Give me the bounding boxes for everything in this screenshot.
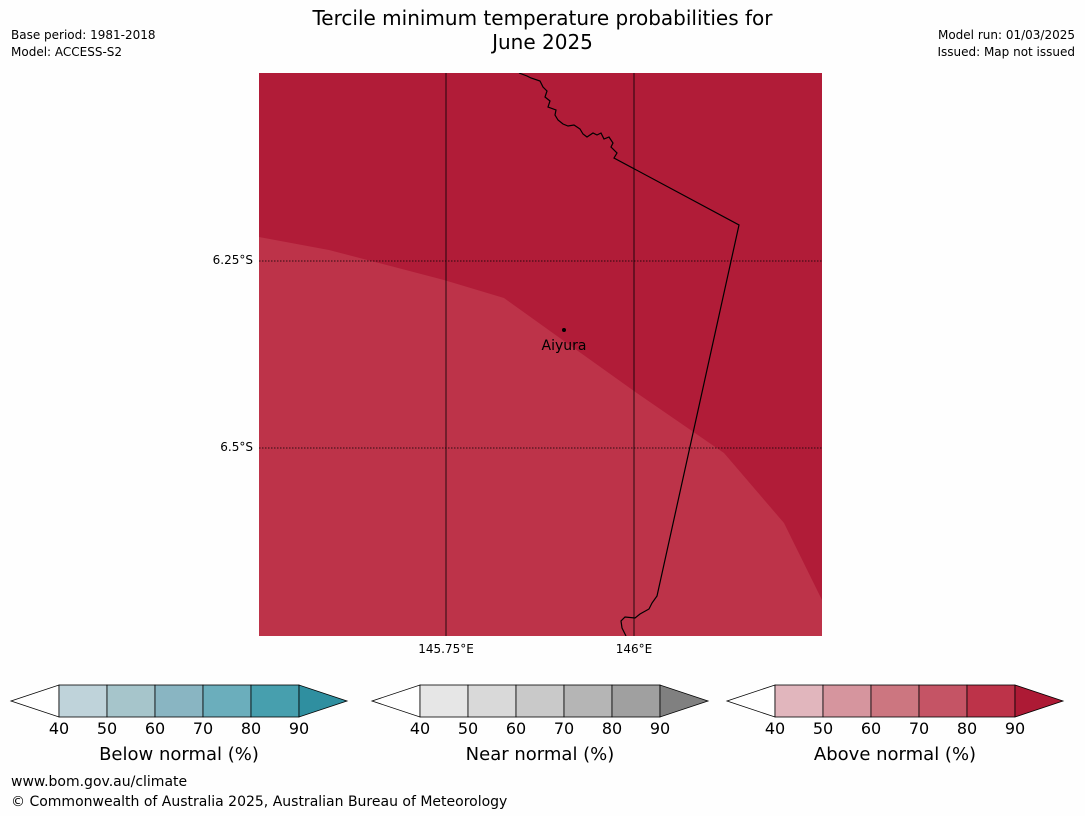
aiyura-label: Aiyura xyxy=(542,338,587,354)
map-title: Tercile minimum temperature probabilitie… xyxy=(0,6,1085,54)
colorbar-0-bin-2 xyxy=(154,684,204,718)
colorbar-0-bin-3 xyxy=(202,684,252,718)
lon-label-145-75: 145.75°E xyxy=(418,642,474,656)
colorbar-2-tick-50: 50 xyxy=(812,719,834,738)
colorbar-0-min-arrow xyxy=(9,684,60,718)
colorbar-2-bin-2 xyxy=(870,684,920,718)
probability-map: Aiyura xyxy=(259,73,822,636)
colorbar-1-min-arrow xyxy=(370,684,421,718)
colorbar-2-tick-40: 40 xyxy=(764,719,786,738)
colorbar-0-label: Below normal (%) xyxy=(99,744,259,765)
colorbar-2-tick-60: 60 xyxy=(860,719,882,738)
colorbar-1-bin-4 xyxy=(611,684,661,718)
colorbar-2-tick-90: 90 xyxy=(1004,719,1026,738)
colorbar-0-tick-50: 50 xyxy=(96,719,118,738)
zone-above-70-80 xyxy=(259,237,822,636)
colorbar-2-bin-3 xyxy=(918,684,968,718)
colorbar-1-bin-3 xyxy=(563,684,613,718)
colorbar-1 xyxy=(370,684,710,718)
issued-text: Issued: Map not issued xyxy=(937,45,1075,59)
colorbar-1-max-arrow xyxy=(659,684,710,718)
colorbar-1-tick-80: 80 xyxy=(601,719,623,738)
aiyura-marker xyxy=(562,328,566,332)
lat-label-6-25: 6.25°S xyxy=(212,253,253,267)
title-line-1: Tercile minimum temperature probabilitie… xyxy=(312,6,773,30)
colorbar-2-bin-4 xyxy=(966,684,1016,718)
colorbar-0-bin-4 xyxy=(250,684,300,718)
colorbar-1-bin-0 xyxy=(419,684,469,718)
colorbar-0-max-arrow xyxy=(298,684,349,718)
footer-copyright: © Commonwealth of Australia 2025, Austra… xyxy=(11,794,508,810)
colorbar-2-bin-1 xyxy=(822,684,872,718)
colorbar-1-tick-70: 70 xyxy=(553,719,575,738)
colorbar-2-tick-70: 70 xyxy=(908,719,930,738)
colorbar-2-label: Above normal (%) xyxy=(813,744,977,765)
colorbar-1-bin-2 xyxy=(515,684,565,718)
model-run-text: Model run: 01/03/2025 xyxy=(937,28,1075,42)
colorbar-2-max-arrow xyxy=(1014,684,1065,718)
colorbar-0-tick-40: 40 xyxy=(48,719,70,738)
lon-label-146: 146°E xyxy=(615,642,653,656)
meta-left: Base period: 1981-2018 Model: ACCESS-S2 xyxy=(11,27,156,61)
coastline-border xyxy=(518,73,740,636)
colorbar-1-tick-90: 90 xyxy=(649,719,671,738)
colorbar-1-bin-1 xyxy=(467,684,517,718)
colorbar-0-tick-80: 80 xyxy=(240,719,262,738)
model-text: Model: ACCESS-S2 xyxy=(11,45,123,59)
colorbar-1-label: Near normal (%) xyxy=(465,744,615,765)
colorbar-0-tick-70: 70 xyxy=(192,719,214,738)
colorbar-1-tick-50: 50 xyxy=(457,719,479,738)
colorbar-0-bin-1 xyxy=(106,684,156,718)
colorbar-2 xyxy=(725,684,1065,718)
lat-label-6-5: 6.5°S xyxy=(220,440,253,454)
colorbar-0 xyxy=(9,684,349,718)
colorbar-2-bin-0 xyxy=(774,684,824,718)
colorbar-1-tick-40: 40 xyxy=(409,719,431,738)
colorbar-0-tick-60: 60 xyxy=(144,719,166,738)
colorbar-0-bin-0 xyxy=(58,684,108,718)
colorbar-2-min-arrow xyxy=(725,684,776,718)
colorbar-2-tick-80: 80 xyxy=(956,719,978,738)
base-period-text: Base period: 1981-2018 xyxy=(11,28,156,42)
colorbar-0-tick-90: 90 xyxy=(288,719,310,738)
footer-url: www.bom.gov.au/climate xyxy=(11,774,188,790)
title-line-2: June 2025 xyxy=(492,30,593,54)
meta-right: Model run: 01/03/2025 Issued: Map not is… xyxy=(937,27,1075,61)
colorbar-1-tick-60: 60 xyxy=(505,719,527,738)
